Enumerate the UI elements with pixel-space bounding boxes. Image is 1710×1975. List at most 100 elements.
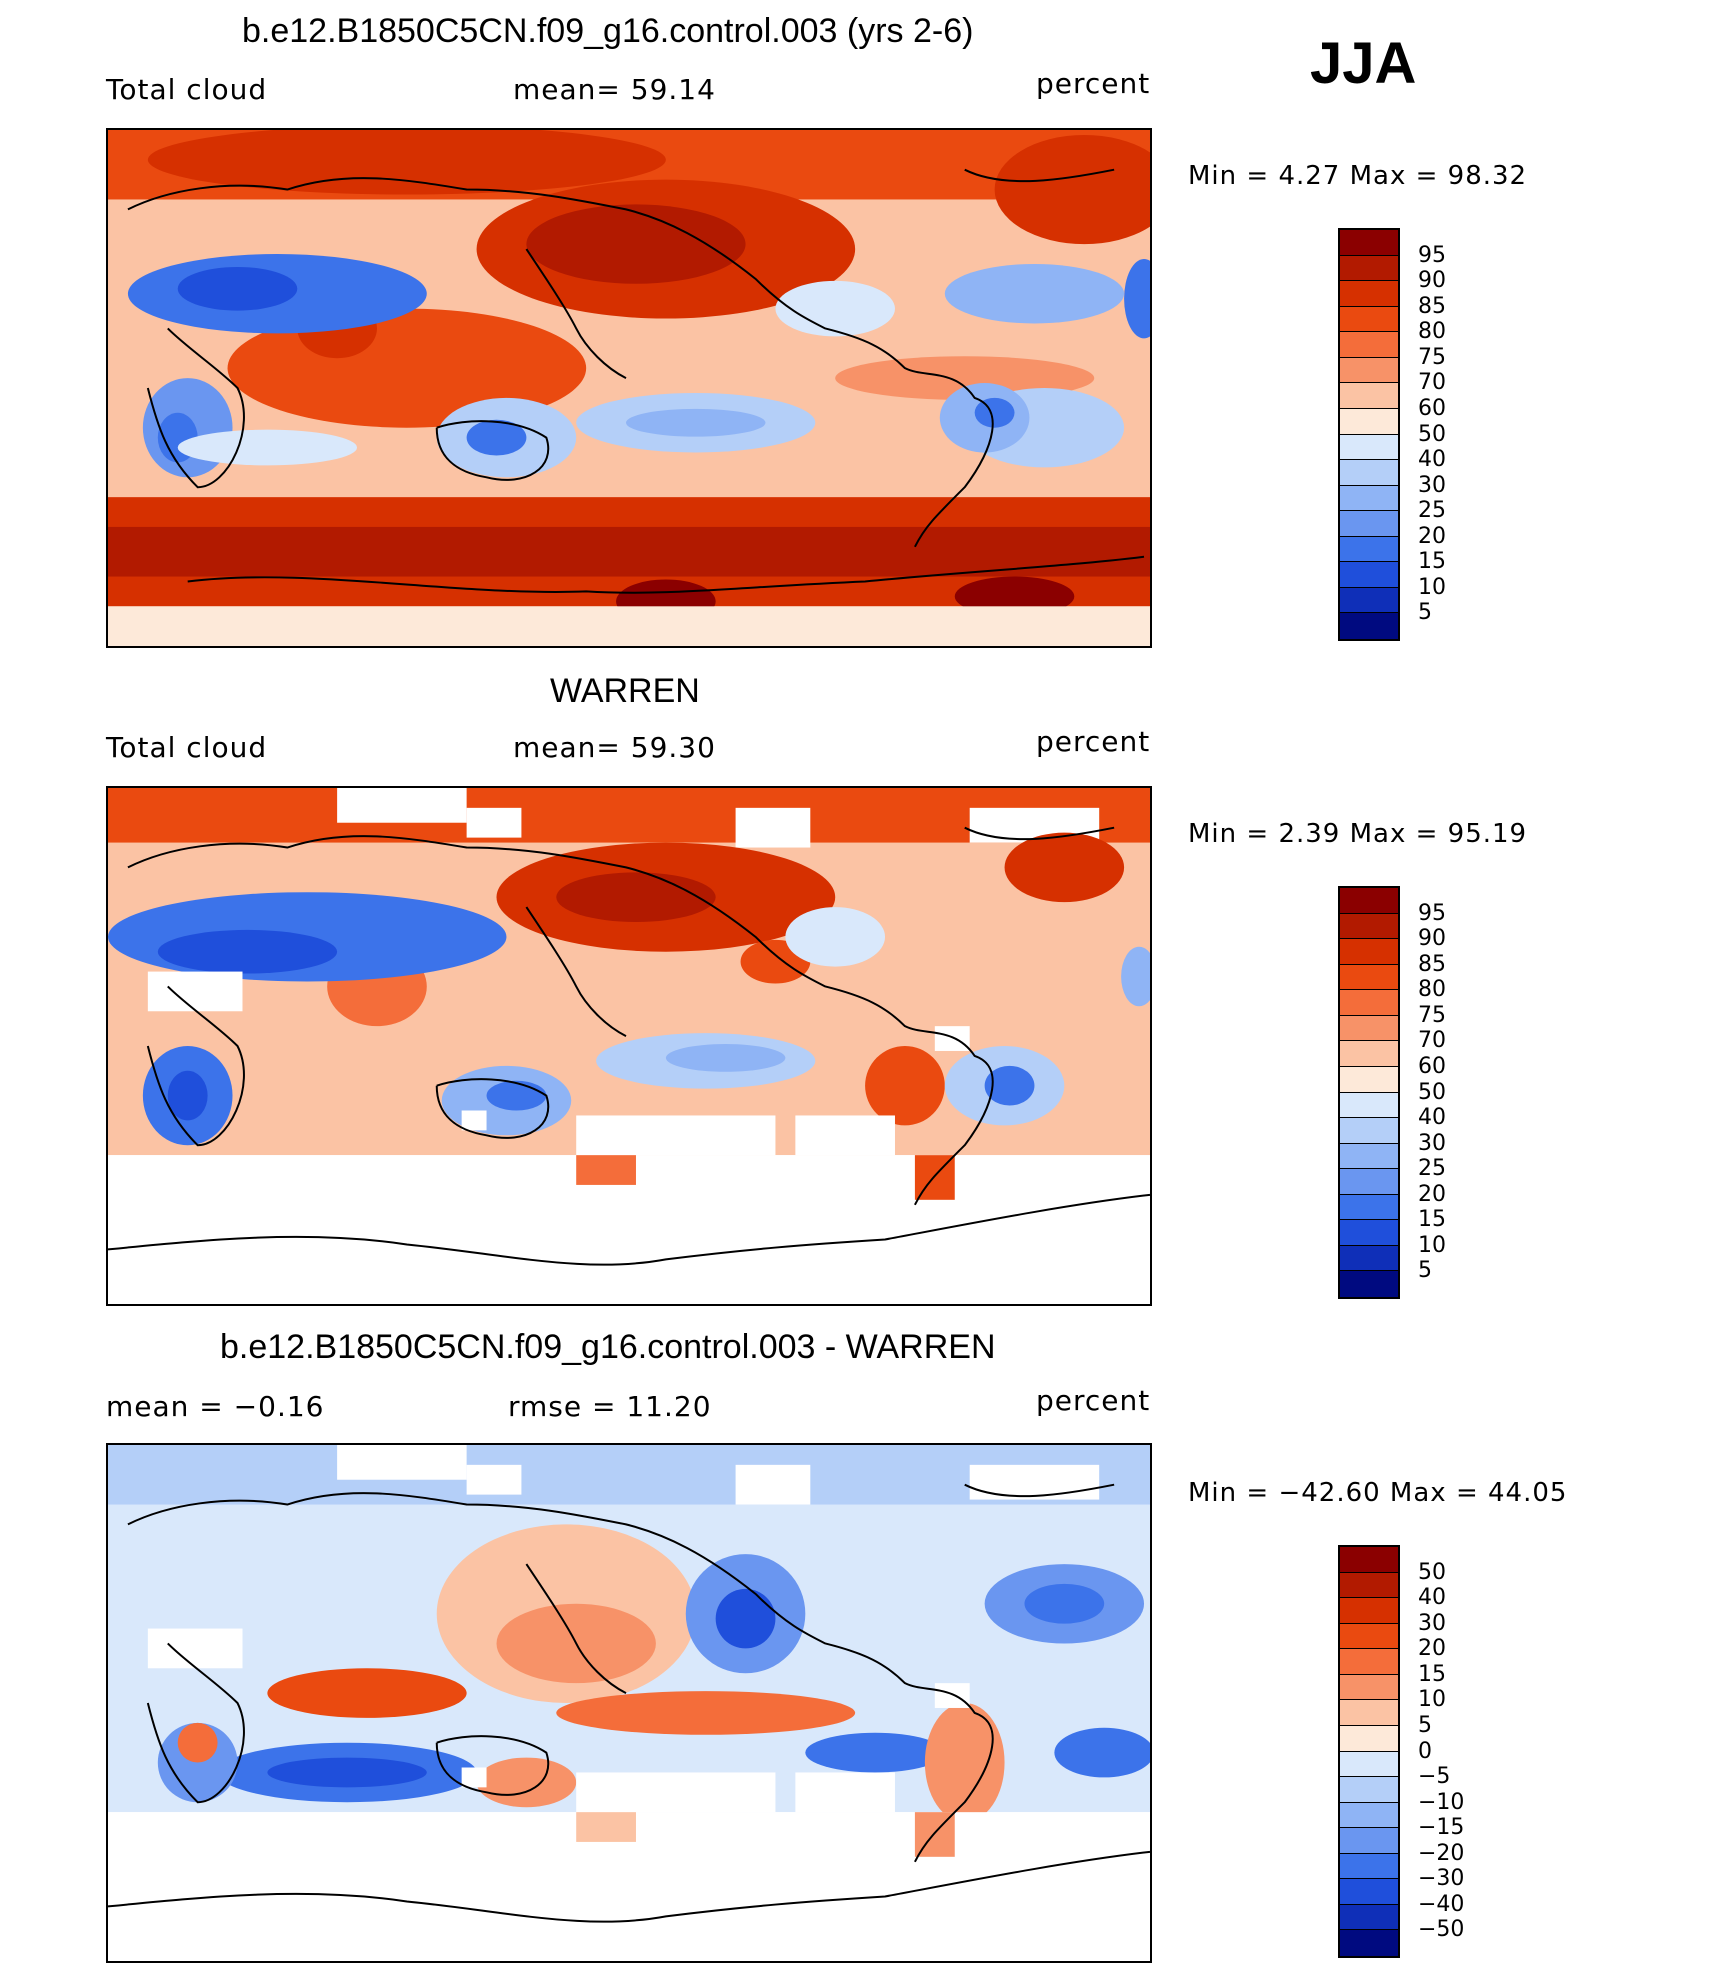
colorbar-swatch: [1340, 1879, 1398, 1905]
panel1-map: [106, 128, 1152, 648]
colorbar-tick-label: 75: [1418, 344, 1446, 370]
colorbar-tick-label: 15: [1418, 549, 1446, 575]
colorbar-swatch: [1340, 1092, 1398, 1119]
panel3-map: [106, 1443, 1152, 1963]
colorbar-swatch: [1340, 1572, 1398, 1599]
colorbar-swatch: [1340, 913, 1398, 940]
colorbar-swatch: [1340, 1725, 1398, 1752]
colorbar-swatch: [1340, 1169, 1398, 1195]
panel2-left-label: Total cloud: [106, 731, 268, 764]
colorbar-tick-label: 70: [1418, 370, 1446, 396]
colorbar-tick-label: 75: [1418, 1002, 1446, 1028]
colorbar-swatch: [1340, 1623, 1398, 1650]
colorbar-tick-label: −40: [1418, 1891, 1465, 1917]
colorbar-swatch: [1340, 511, 1398, 537]
panel3-mean-label: mean = −0.16: [106, 1390, 325, 1423]
panel3-rmse-label: rmse = 11.20: [508, 1390, 712, 1423]
colorbar-tick-label: 60: [1418, 395, 1446, 421]
colorbar-tick-label: 50: [1418, 1559, 1446, 1585]
colorbar-swatch: [1340, 1066, 1398, 1093]
colorbar-swatch: [1340, 1802, 1398, 1829]
colorbar-swatch: [1340, 613, 1398, 639]
colorbar-swatch: [1340, 562, 1398, 588]
colorbar-tick-label: 60: [1418, 1053, 1446, 1079]
colorbar-swatch: [1340, 939, 1398, 965]
colorbar-swatch: [1340, 1777, 1398, 1803]
colorbar-swatch: [1340, 587, 1398, 614]
colorbar-tick-label: 95: [1418, 242, 1446, 268]
colorbar-tick-label: 85: [1418, 293, 1446, 319]
colorbar-tick-label: 0: [1418, 1738, 1432, 1764]
colorbar-tick-label: 10: [1418, 1232, 1446, 1258]
panel1-field: [108, 130, 1150, 646]
colorbar-swatch: [1340, 1700, 1398, 1726]
panel2-units-label: percent: [1036, 725, 1151, 758]
panel2-minmax: Min = 2.39 Max = 95.19: [1188, 819, 1528, 849]
panel1-left-label: Total cloud: [106, 73, 268, 106]
colorbar-tick-label: 20: [1418, 1181, 1446, 1207]
colorbar-swatch: [1340, 357, 1398, 384]
panel1-colorbar: [1338, 228, 1400, 641]
colorbar-swatch: [1340, 306, 1398, 333]
panel2-colorbar-labels: 95 90 85 80 75 70 60 50 40 30 25 20 15 10 5: [1418, 886, 1478, 1299]
panel1-units-label: percent: [1036, 67, 1151, 100]
colorbar-swatch: [1340, 1271, 1398, 1297]
colorbar-tick-label: 15: [1418, 1207, 1446, 1233]
colorbar-tick-label: 10: [1418, 574, 1446, 600]
colorbar-tick-label: 90: [1418, 926, 1446, 952]
colorbar-swatch: [1340, 1828, 1398, 1854]
colorbar-swatch: [1340, 1751, 1398, 1778]
colorbar-swatch: [1340, 1194, 1398, 1221]
colorbar-swatch: [1340, 1220, 1398, 1246]
colorbar-tick-label: 20: [1418, 1636, 1446, 1662]
panel1-mean-label: mean= 59.14: [513, 73, 716, 106]
colorbar-swatch: [1340, 964, 1398, 991]
colorbar-swatch: [1340, 1245, 1398, 1272]
colorbar-tick-label: 85: [1418, 951, 1446, 977]
panel2-mean-label: mean= 59.30: [513, 731, 716, 764]
colorbar-swatch: [1340, 1904, 1398, 1931]
colorbar-swatch: [1340, 1041, 1398, 1067]
colorbar-swatch: [1340, 485, 1398, 512]
panel1-minmax: Min = 4.27 Max = 98.32: [1188, 161, 1528, 191]
panel3-colorbar: [1338, 1545, 1400, 1958]
colorbar-swatch: [1340, 1547, 1398, 1573]
panel2-colorbar: [1338, 886, 1400, 1299]
panel3-colorbar-labels: 50 40 30 20 15 10 5 0 −5 −10 −15 −20 −30 −40 −50: [1418, 1545, 1478, 1958]
panel2-field: [108, 788, 1150, 1304]
colorbar-swatch: [1340, 1674, 1398, 1701]
colorbar-tick-label: 50: [1418, 1079, 1446, 1105]
colorbar-tick-label: −20: [1418, 1840, 1465, 1866]
colorbar-swatch: [1340, 1143, 1398, 1170]
colorbar-tick-label: 90: [1418, 268, 1446, 294]
panel3-units-label: percent: [1036, 1384, 1151, 1417]
colorbar-tick-label: −30: [1418, 1866, 1465, 1892]
colorbar-swatch: [1340, 1118, 1398, 1144]
colorbar-tick-label: 95: [1418, 900, 1446, 926]
panel3-title: b.e12.B1850C5CN.f09_g16.control.003 - WA…: [220, 1328, 996, 1366]
panel2-map: [106, 786, 1152, 1306]
colorbar-swatch: [1340, 383, 1398, 409]
colorbar-swatch: [1340, 230, 1398, 256]
panel1-colorbar-labels: 95 90 85 80 75 70 60 50 40 30 25 20 15 10 5: [1418, 228, 1478, 641]
colorbar-swatch: [1340, 1853, 1398, 1880]
colorbar-swatch: [1340, 255, 1398, 282]
colorbar-swatch: [1340, 1930, 1398, 1956]
colorbar-swatch: [1340, 460, 1398, 486]
colorbar-tick-label: 40: [1418, 1585, 1446, 1611]
colorbar-tick-label: 25: [1418, 498, 1446, 524]
colorbar-tick-label: 10: [1418, 1687, 1446, 1713]
colorbar-swatch: [1340, 1598, 1398, 1624]
panel3-minmax: Min = −42.60 Max = 44.05: [1188, 1478, 1568, 1508]
colorbar-tick-label: −5: [1418, 1764, 1451, 1790]
season-label: JJA: [1310, 31, 1417, 96]
colorbar-tick-label: 80: [1418, 319, 1446, 345]
colorbar-tick-label: 70: [1418, 1028, 1446, 1054]
colorbar-tick-label: 40: [1418, 447, 1446, 473]
colorbar-swatch: [1340, 408, 1398, 435]
panel1-title: b.e12.B1850C5CN.f09_g16.control.003 (yrs…: [242, 12, 974, 50]
colorbar-tick-label: −50: [1418, 1917, 1465, 1943]
colorbar-swatch: [1340, 888, 1398, 914]
panel3-field: [108, 1445, 1150, 1961]
colorbar-tick-label: −15: [1418, 1815, 1465, 1841]
